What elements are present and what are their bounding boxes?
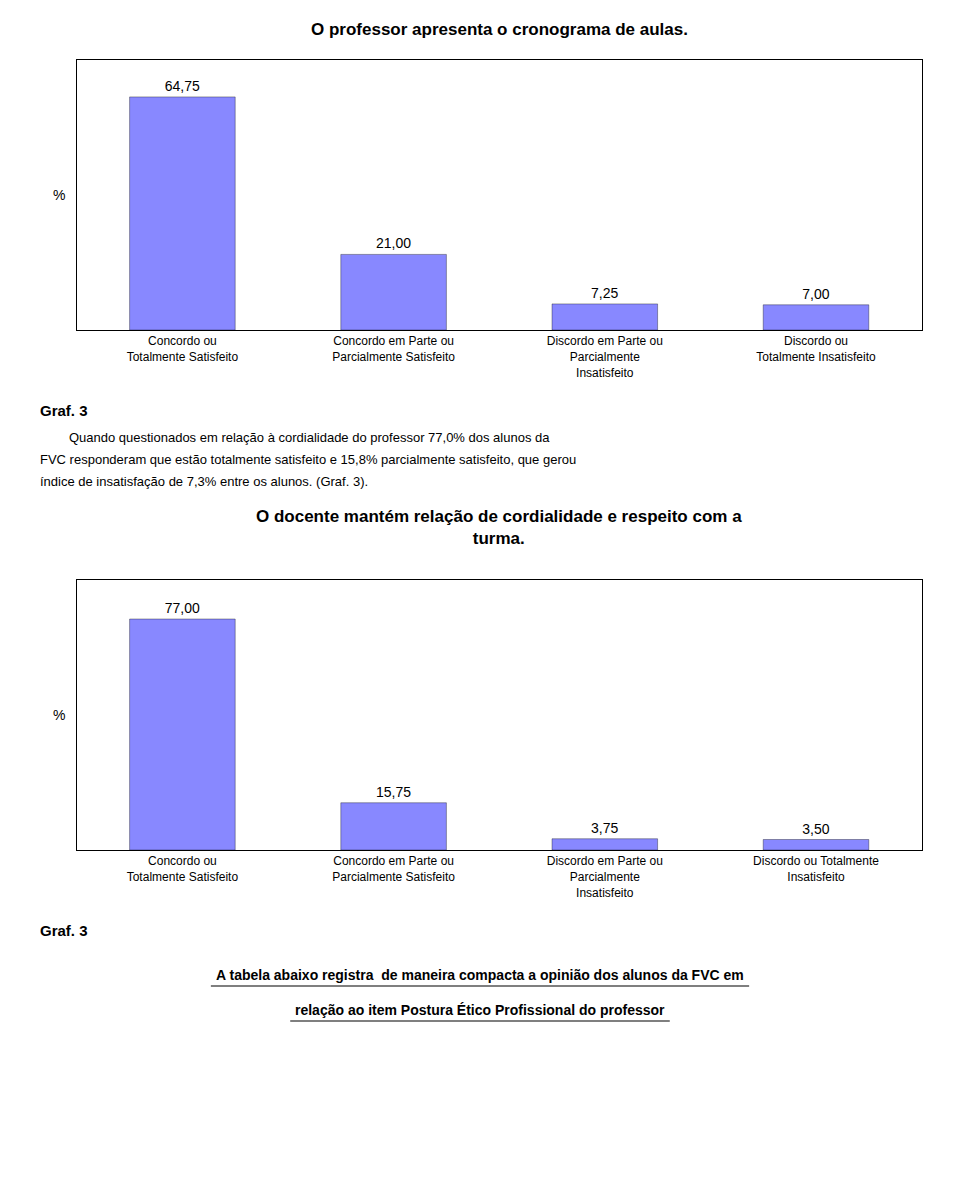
- svg-text:Discordo em Parte ouParcialmen: Discordo em Parte ouParcialmenteInsatisf…: [547, 854, 663, 899]
- svg-text:Discordo ouTotalmente Insatisf: Discordo ouTotalmente Insatisfeito: [756, 334, 876, 364]
- svg-text:Graf. 3: Graf. 3: [40, 922, 88, 939]
- svg-text:21,00: 21,00: [376, 235, 411, 251]
- svg-text:Concordo em Parte ouParcialmen: Concordo em Parte ouParcialmente Satisfe…: [332, 334, 455, 364]
- svg-text:Quando questionados em relação: Quando questionados em relação à cordial…: [40, 430, 550, 445]
- svg-text:A tabela abaixo registra de m: A tabela abaixo registra de maneira comp…: [216, 967, 744, 983]
- svg-text:Concordo ouTotalmente Satisfei: Concordo ouTotalmente Satisfeito: [127, 334, 239, 364]
- svg-text:O professor apresenta o cronog: O professor apresenta o cronograma de au…: [311, 20, 688, 39]
- svg-text:%: %: [53, 187, 65, 203]
- svg-text:O docente mantém relação de co: O docente mantém relação de cordialidade…: [256, 507, 742, 548]
- svg-text:15,75: 15,75: [376, 784, 411, 800]
- svg-text:índice de insatisfação de 7,3%: índice de insatisfação de 7,3% entre os …: [40, 474, 368, 489]
- svg-text:Graf. 3: Graf. 3: [40, 402, 88, 419]
- svg-text:relação ao item Postura Ético: relação ao item Postura Ético Profission…: [295, 1002, 665, 1018]
- svg-text:Concordo ouTotalmente Satisfei: Concordo ouTotalmente Satisfeito: [127, 854, 239, 884]
- svg-text:Concordo em Parte ouParcialmen: Concordo em Parte ouParcialmente Satisfe…: [332, 854, 455, 884]
- svg-text:Discordo em Parte ouParcialmen: Discordo em Parte ouParcialmenteInsatisf…: [547, 334, 663, 379]
- svg-text:77,00: 77,00: [165, 600, 200, 616]
- svg-text:64,75: 64,75: [165, 78, 200, 94]
- svg-text:7,25: 7,25: [591, 285, 618, 301]
- svg-text:%: %: [53, 707, 65, 723]
- svg-text:3,75: 3,75: [591, 820, 618, 836]
- svg-text:FVC responderam que estão tota: FVC responderam que estão totalmente sat…: [40, 452, 576, 467]
- svg-text:Discordo ou TotalmenteInsatisf: Discordo ou TotalmenteInsatisfeito: [753, 854, 879, 884]
- svg-text:3,50: 3,50: [802, 821, 829, 837]
- svg-text:7,00: 7,00: [802, 286, 829, 302]
